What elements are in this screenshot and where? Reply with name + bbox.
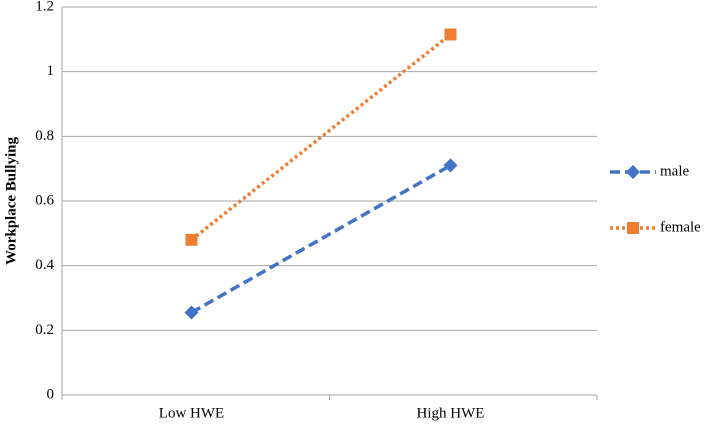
legend-label: female xyxy=(660,219,701,235)
legend-label: male xyxy=(660,163,689,179)
y-tick-label: 0.4 xyxy=(35,257,54,273)
y-tick-label: 0.2 xyxy=(35,322,54,338)
y-tick-label: 0 xyxy=(47,386,55,402)
y-tick-label: 1.2 xyxy=(35,0,54,14)
y-tick-label: 1 xyxy=(47,63,55,79)
series-line xyxy=(190,163,452,315)
series-line xyxy=(190,33,452,242)
x-tick-label: Low HWE xyxy=(159,405,224,421)
legend-marker xyxy=(627,222,639,234)
marker xyxy=(185,233,198,246)
marker xyxy=(444,28,457,41)
marker xyxy=(184,305,199,320)
marker xyxy=(443,158,458,173)
y-tick-label: 0.8 xyxy=(35,128,54,144)
x-tick-label: High HWE xyxy=(417,405,485,421)
y-axis-title: Workplace Bullying xyxy=(3,137,19,265)
legend-marker xyxy=(626,165,640,179)
y-tick-label: 0.6 xyxy=(35,192,54,208)
